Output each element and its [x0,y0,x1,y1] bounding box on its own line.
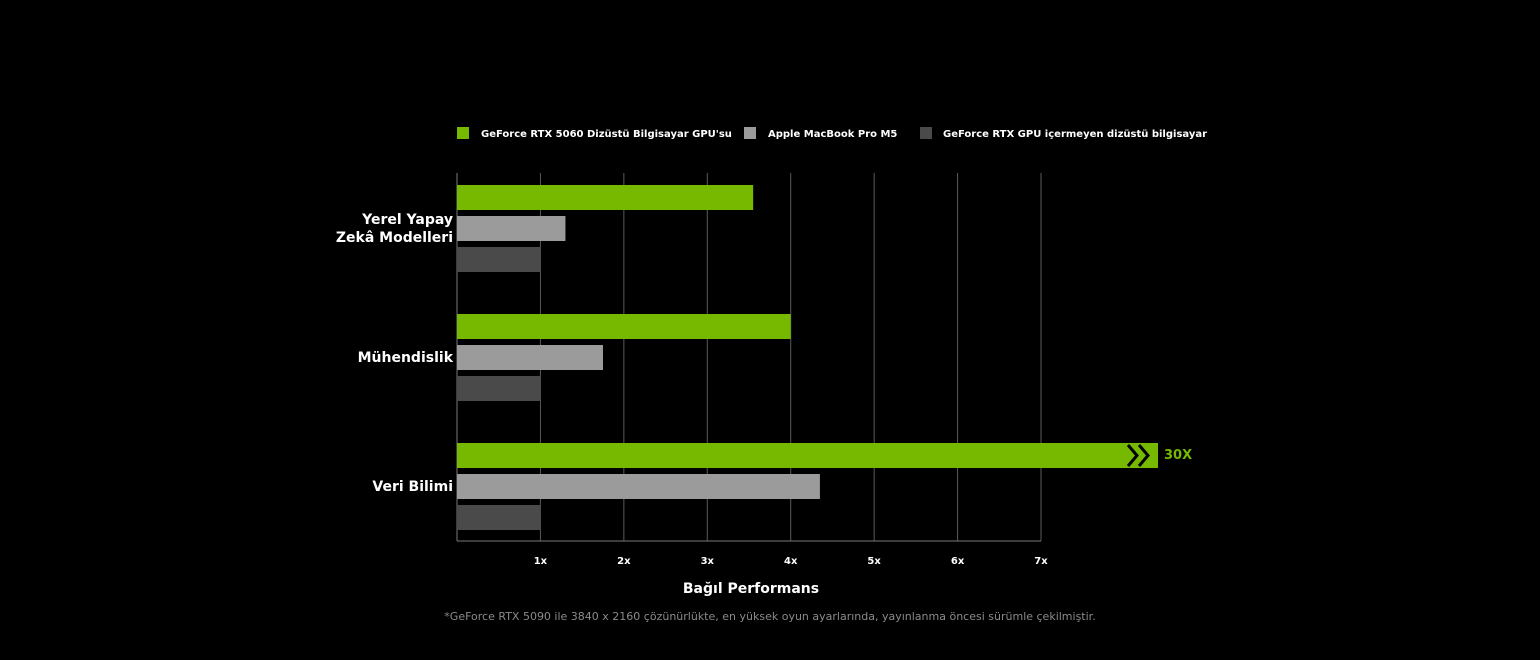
data-label: 30X [1164,448,1192,463]
legend-label: GeForce RTX 5060 Dizüstü Bilgisayar GPU'… [481,129,732,140]
bar [457,376,541,401]
x-tick-label: 4x [784,556,798,567]
bar [457,216,566,241]
legend-swatch [744,127,756,139]
legend-label: GeForce RTX GPU içermeyen dizüstü bilgis… [943,129,1207,140]
legend-label: Apple MacBook Pro M5 [768,129,897,140]
bar [457,247,541,272]
x-tick-label: 1x [534,556,548,567]
bar [457,505,541,530]
bar [457,345,603,370]
bar [457,474,820,499]
x-tick-label: 5x [867,556,881,567]
category-label: Veri Bilimi [372,478,453,495]
axis-break [1137,444,1150,467]
bar [457,185,754,210]
x-tick-label: 2x [617,556,631,567]
category-label: Yerel Yapay Zekâ Modelleri [335,211,453,246]
category-label: Mühendislik [357,349,453,366]
x-axis-label: Bağıl Performans [683,581,819,597]
x-tick-label: 7x [1034,556,1048,567]
x-tick-label: 3x [701,556,715,567]
legend-swatch [457,127,469,139]
x-tick-label: 6x [951,556,965,567]
bar [457,443,1158,468]
axis-break [1126,444,1139,467]
legend-swatch [920,127,932,139]
footnote: *GeForce RTX 5090 ile 3840 x 2160 çözünü… [444,610,1095,623]
bar [457,314,791,339]
